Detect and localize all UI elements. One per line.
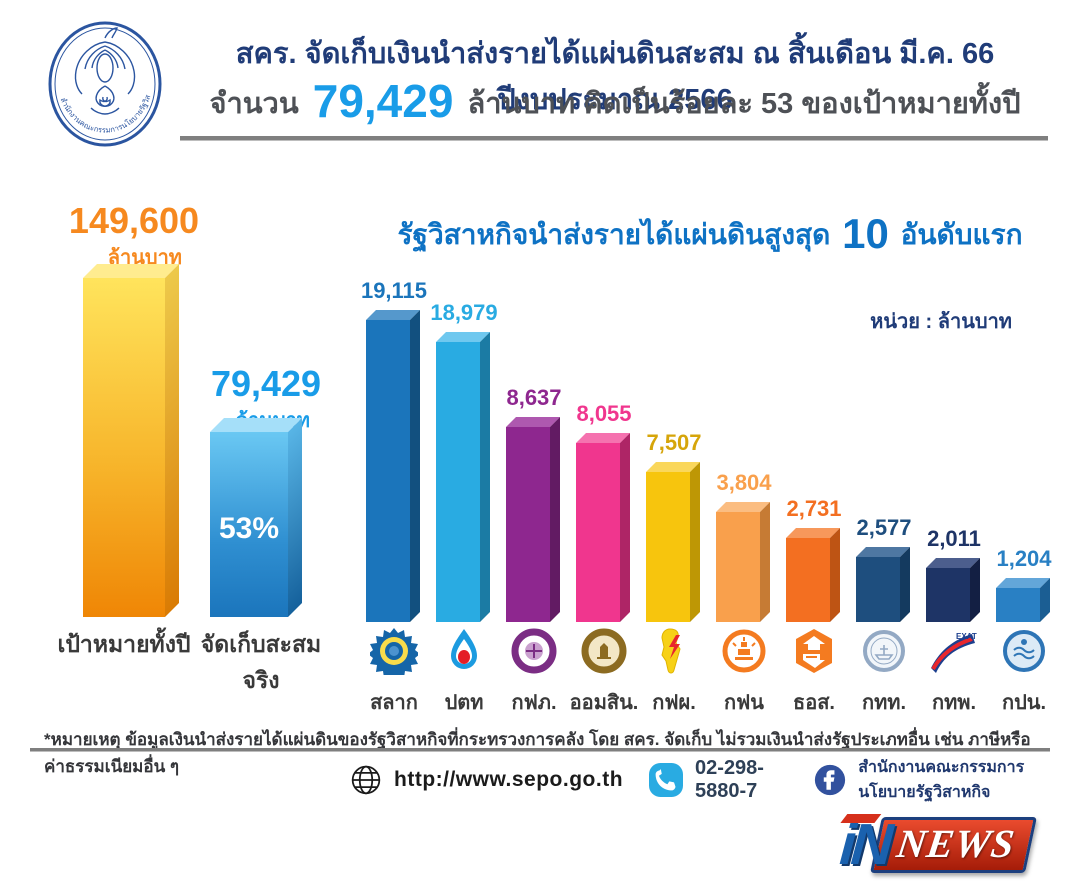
target-value: 149,600	[68, 200, 200, 241]
bar-column-ghb: 2,731 ธอส.	[786, 250, 842, 714]
svg-text:EXAT: EXAT	[956, 632, 977, 641]
footnote: *หมายเหตุ ข้อมูลเงินนำส่งรายได้แผ่นดินขอ…	[44, 730, 1031, 776]
bar-column-egat: 7,507 กฟผ.	[646, 250, 702, 714]
news-logo-box: NEWS	[870, 817, 1038, 873]
chart-title: รัฐวิสาหกิจนำส่งรายได้แผ่นดินสูงสุด 10 อ…	[360, 210, 1060, 258]
ptt-flame-icon	[440, 627, 488, 675]
government-lottery-badge-icon	[368, 627, 420, 680]
footer-contact-row: http://www.sepo.go.th 02-298-5880-7 สำนั…	[350, 757, 1070, 802]
ghb-house-icon	[790, 627, 838, 675]
footer-divider	[30, 748, 1050, 752]
egat-map-bolt-icon	[650, 627, 698, 675]
bar-value-label: 3,804	[716, 470, 772, 495]
bar-value-label: 8,055	[576, 401, 632, 426]
bar	[436, 332, 490, 622]
header-title-line2: จำนวน 79,429 ล้านบาท คิดเป็นร้อยละ 53 ขอ…	[160, 74, 1070, 128]
bar-column-pea: 8,637 กฟภ.	[506, 250, 562, 714]
bar-value-label: 18,979	[430, 300, 498, 325]
chart-title-suffix: อันดับแรก	[900, 219, 1023, 250]
bar	[926, 558, 980, 622]
header-amount-prefix: จำนวน	[209, 88, 299, 120]
actual-percent-label: 53%	[218, 512, 280, 545]
mea-seal-icon	[720, 627, 768, 675]
mwa-seal-icon	[1000, 627, 1048, 675]
sepo-logo: สำนักงานคณะกรรมการนโยบายรัฐวิสาหกิจ	[46, 20, 162, 147]
bar	[506, 417, 560, 622]
top10-bar-chart: 19,115 สลาก 18,979 ปตท 8,637 กฟภ. 8,055	[360, 250, 1070, 720]
gsb-seal-icon	[580, 627, 628, 675]
header-divider	[180, 136, 1048, 141]
bar	[786, 528, 840, 622]
website-link[interactable]: http://www.sepo.go.th	[394, 768, 624, 791]
bar-category-label: สลาก	[370, 692, 418, 714]
globe-icon	[351, 765, 381, 795]
phone-number[interactable]: 02-298-5880-7	[695, 757, 764, 802]
bar	[646, 462, 700, 622]
actual-bar: 53%	[210, 418, 302, 617]
bar-column-gsb: 8,055 ออมสิน.	[570, 250, 639, 714]
red-accent-bar	[840, 814, 882, 823]
bar-category-label: กฟผ.	[652, 692, 696, 714]
news-logo-text: NEWS	[894, 821, 1018, 866]
bar-category-label: กปน.	[1001, 692, 1047, 714]
bar-category-label: กฟภ.	[511, 692, 557, 714]
bar-value-label: 2,731	[786, 496, 842, 521]
bar	[856, 547, 910, 622]
bar-column-exat: 2,011 EXAT กทพ.	[926, 250, 982, 714]
target-unit: ล้านบาท	[107, 247, 182, 269]
actual-bar-label: จัดเก็บสะสมจริง	[200, 631, 322, 693]
bar-category-label: ปตท	[444, 692, 484, 714]
actual-value: 79,429	[210, 363, 322, 404]
phoenix-bird-icon	[74, 27, 136, 115]
bar-category-label: กทพ.	[931, 692, 977, 714]
bar-column-salak: 19,115 สลาก	[361, 250, 427, 714]
header-amount-value: 79,429	[312, 75, 454, 127]
facebook-icon	[815, 764, 846, 796]
bar-value-label: 1,204	[996, 546, 1052, 571]
in-news-logo: iN NEWS	[837, 812, 1070, 877]
bar-category-label: กฟน	[724, 692, 764, 714]
bar-value-label: 2,011	[927, 526, 981, 551]
header-title-line1: สคร. จัดเก็บเงินนำส่งรายได้แผ่นดินสะสม ณ…	[235, 38, 995, 116]
bar	[366, 310, 420, 622]
chart-title-prefix: รัฐวิสาหกิจนำส่งรายได้แผ่นดินสูงสุด	[397, 219, 831, 250]
bar	[716, 502, 770, 622]
bar-value-label: 2,577	[856, 515, 912, 540]
bar-category-label: กทท.	[861, 692, 907, 714]
facebook-page-name[interactable]: สำนักงานคณะกรรมการนโยบายรัฐวิสาหกิจ	[858, 759, 1025, 801]
target-bar-label: เป้าหมายทั้งปี	[57, 631, 191, 657]
bar	[576, 433, 630, 622]
bar-column-pat: 2,577 กทท.	[856, 250, 912, 714]
bar-column-ptt: 18,979 ปตท	[430, 250, 497, 714]
in-logo-text: iN	[837, 812, 891, 877]
bar-value-label: 7,507	[646, 430, 702, 455]
target-bar	[83, 264, 179, 617]
bar-category-label: ออมสิน.	[569, 692, 639, 714]
bar-category-label: ธอส.	[793, 692, 835, 714]
header-amount-suffix: ล้านบาท คิดเป็นร้อยละ 53 ของเป้าหมายทั้ง…	[467, 88, 1021, 120]
exat-road-icon: EXAT	[930, 627, 978, 675]
pea-seal-icon	[510, 627, 558, 675]
bar-value-label: 8,637	[506, 385, 562, 410]
bar-column-mea: 3,804 กฟน	[716, 250, 772, 714]
port-authority-seal-icon	[860, 627, 908, 675]
chart-title-number: 10	[842, 210, 889, 257]
phone-icon	[649, 763, 684, 797]
chart-unit-label: หน่วย : ล้านบาท	[870, 311, 1012, 333]
bar-column-mwa: 1,204 กปน.	[996, 250, 1052, 714]
bar	[996, 578, 1050, 622]
bar-value-label: 19,115	[360, 278, 428, 303]
